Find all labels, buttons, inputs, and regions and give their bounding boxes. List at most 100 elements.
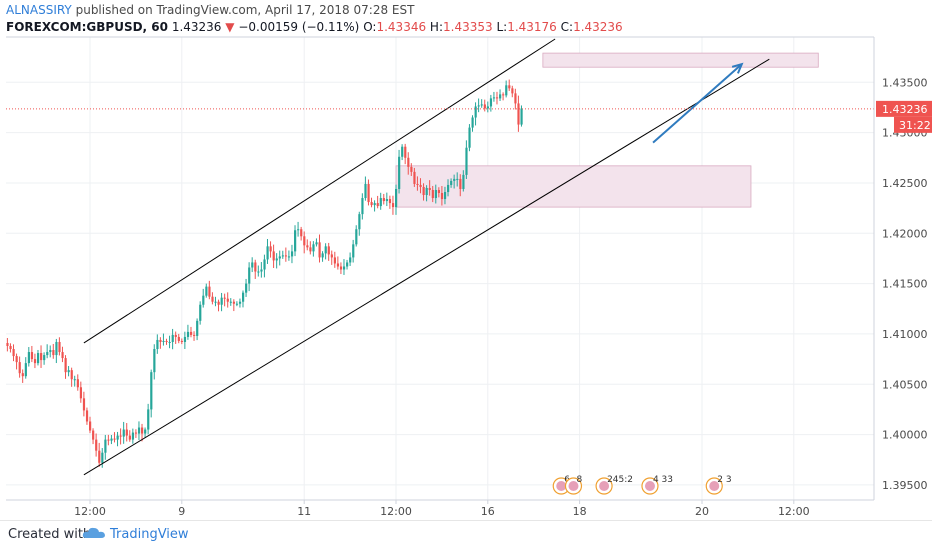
candle-body [278, 256, 281, 259]
candle-body [46, 352, 49, 356]
x-tick-label: 20 [695, 505, 709, 518]
candle-body [450, 180, 453, 185]
candle-body [410, 166, 413, 172]
candle-body [128, 435, 131, 440]
candle-body [477, 105, 480, 107]
candle-body [431, 189, 434, 199]
candle-body [27, 352, 30, 364]
x-tick-label: 11 [297, 505, 311, 518]
candle-body [520, 108, 523, 125]
candle-body [483, 104, 486, 109]
candle-body [361, 198, 364, 215]
event-count: 6 [564, 475, 570, 485]
event-count: 4 33 [653, 475, 673, 485]
candle-body [257, 271, 260, 273]
high-label: H: [429, 20, 443, 34]
candle-body [168, 341, 171, 343]
event-flag: 2 3 [705, 475, 732, 495]
candle-body [107, 439, 110, 441]
candle-body [208, 286, 211, 297]
candle-body [495, 97, 499, 99]
candle-body [306, 245, 309, 248]
last-price: 1.43236 [171, 20, 222, 34]
candle-body [346, 262, 349, 267]
price-chart[interactable]: 6 8 245:2 4 33 2 3 1.435001.430001.425001.42… [0, 0, 932, 520]
candle-body [177, 336, 180, 341]
candle-body [413, 171, 416, 184]
candle-body [382, 198, 385, 202]
event-flag: 245:2 [595, 475, 633, 495]
candle-body [287, 256, 291, 258]
candle-body [171, 334, 174, 342]
candle-body [211, 296, 214, 302]
candle-body [517, 103, 520, 125]
candle-body [238, 301, 242, 304]
x-tick-label: 9 [178, 505, 185, 518]
open-value: 1.43346 [376, 20, 427, 34]
candle-body [85, 410, 89, 422]
candle-body [263, 259, 266, 270]
flag-badge-icon [599, 481, 610, 491]
y-tick-label: 1.41000 [882, 328, 928, 341]
candle-body [226, 298, 229, 302]
candle-body [486, 106, 489, 109]
candle-body [269, 246, 272, 252]
candle-body [511, 88, 514, 94]
arrow-head-icon [731, 62, 744, 74]
candle-body [401, 146, 404, 157]
candle-body [404, 146, 407, 158]
candle-body [349, 257, 352, 263]
candle-body [202, 295, 205, 305]
candle-body [248, 267, 251, 284]
candle-body [61, 352, 64, 359]
candle-body [101, 452, 104, 463]
candle-body [214, 301, 217, 303]
created-with-text: Created with [8, 527, 92, 542]
channel-upper-line [83, 38, 556, 344]
candle-body [492, 97, 496, 99]
candle-body [43, 355, 46, 361]
candle-body [480, 104, 483, 106]
candle-body [376, 203, 379, 207]
zones [395, 52, 819, 208]
candle-body [144, 429, 147, 434]
flag-badge-icon [568, 481, 579, 491]
candle-body [474, 106, 477, 118]
candle-body [242, 292, 245, 302]
candle-body [321, 253, 324, 258]
candle-body [419, 184, 422, 187]
x-tick-label: 12:00 [74, 505, 106, 518]
candle-body [40, 353, 43, 361]
candle-body [459, 178, 462, 189]
candle-body [156, 339, 159, 350]
candle-body [162, 340, 165, 342]
candle-body [89, 421, 92, 431]
author-name[interactable]: ALNASSIRY [6, 3, 72, 17]
x-tick-label: 12:00 [380, 505, 412, 518]
candle-body [294, 230, 297, 252]
candle-body [447, 184, 450, 193]
y-tick-label: 1.42500 [882, 177, 928, 190]
candle-body [385, 199, 389, 202]
candle-body [95, 439, 98, 451]
projection-arrow [652, 63, 743, 144]
flag-badge-icon [709, 481, 720, 491]
low-label: L: [496, 20, 508, 34]
candle-body [281, 255, 284, 257]
candle-body [312, 244, 315, 252]
close-label: C: [560, 20, 574, 34]
candle-body [223, 297, 226, 299]
candle-body [428, 187, 431, 190]
candle-body [220, 297, 223, 305]
price-tag-value: 1.43236 [882, 103, 928, 116]
y-tick-label: 1.43500 [882, 76, 928, 89]
candle-body [189, 331, 193, 335]
y-tick-label: 1.41500 [882, 278, 928, 291]
candle-body [245, 283, 248, 293]
candle-body [180, 340, 183, 342]
candle-body [125, 429, 128, 436]
candle-body [370, 202, 373, 206]
candle-body [318, 242, 321, 258]
tradingview-logo[interactable]: TradingView [82, 526, 189, 542]
candle-body [67, 370, 70, 373]
